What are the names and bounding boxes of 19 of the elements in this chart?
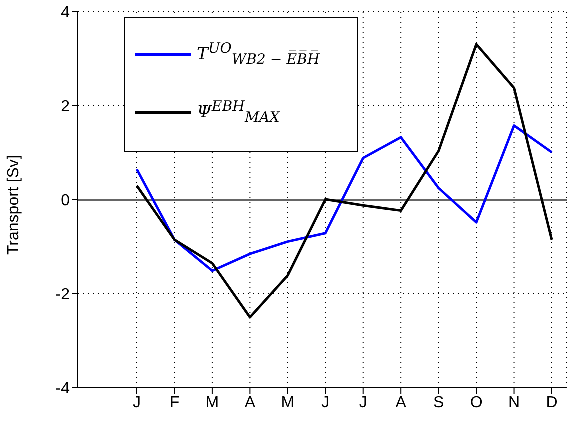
x-tick-label: J: [359, 394, 368, 412]
x-tick-label: M: [206, 394, 220, 412]
x-tick-label: S: [433, 394, 444, 412]
x-tick-label: J: [322, 394, 330, 412]
x-tick-label: F: [170, 394, 180, 412]
y-tick-label: -2: [56, 286, 70, 304]
y-axis-title: Transport [Sv]: [6, 155, 23, 255]
x-tick-label: M: [281, 394, 295, 412]
x-tick-label: O: [470, 394, 483, 412]
y-tick-label: 0: [61, 192, 70, 210]
x-tick-label: J: [133, 394, 141, 412]
x-tick-label: A: [396, 394, 407, 412]
x-tick-label: D: [546, 394, 558, 412]
line-series: [136, 124, 554, 272]
x-tick-label: N: [508, 394, 520, 412]
x-tick-label: A: [244, 394, 256, 412]
y-tick-label: 2: [61, 98, 70, 116]
y-tick-label: 4: [61, 4, 70, 22]
y-tick-label: -4: [56, 380, 70, 398]
